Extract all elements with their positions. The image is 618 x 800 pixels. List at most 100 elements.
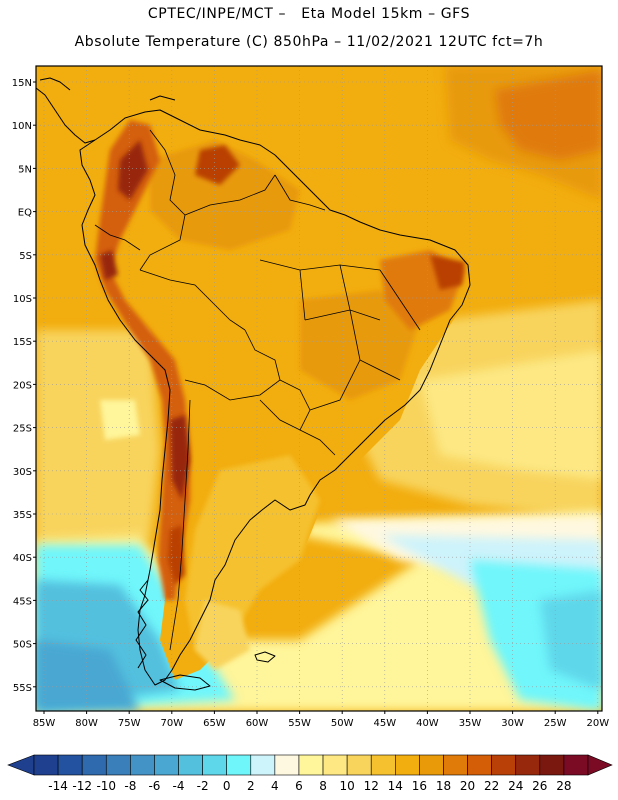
lat-label: 30S	[13, 467, 32, 478]
andes-colombia-core	[118, 140, 148, 200]
border-chile-argentina	[169, 399, 191, 651]
longitude-labels: 85W 80W 75W 70W 65W 60W 55W 50W 45W 40W 35W 30W 25W 2…	[33, 711, 609, 729]
border-ecuador-peru	[94, 224, 141, 251]
border-paraguay	[259, 379, 311, 431]
lon-label: 85W	[33, 718, 56, 729]
colorbar-cell	[467, 754, 492, 776]
border-brazil-states	[259, 259, 421, 411]
colorbar: -14 -12 -10 -8 -6 -4 -2 0 2 4 6 8 10 12 14 16 18 20 22 24 26…	[7, 754, 613, 793]
colorbar-cell	[515, 754, 541, 776]
colorbar-tick-label: 12	[364, 779, 379, 793]
colorbar-tick-label: 6	[295, 779, 303, 793]
border-colombia-venezuela	[149, 129, 186, 216]
coastlines	[36, 77, 471, 691]
lon-label: 55W	[288, 718, 311, 729]
colorbar-cell	[33, 754, 59, 776]
lon-label: 70W	[160, 718, 183, 729]
lat-label: 50S	[13, 640, 32, 651]
field-pacific-spot	[100, 400, 140, 440]
field-pacific-coldest	[36, 640, 140, 711]
colorbar-tick-label: 8	[319, 779, 327, 793]
colorbar-tick-label: 10	[339, 779, 354, 793]
colorbar-cell	[491, 754, 517, 776]
colorbar-cell	[154, 754, 179, 776]
coast-south-america	[79, 109, 471, 686]
colorbar-tick-label: 16	[412, 779, 427, 793]
colorbar-ticks: -14 -12 -10 -8 -6 -4 -2 0 2 4 6 8 10 12 14 16 18 20 22 24 26…	[48, 779, 571, 793]
colorbar-cells	[7, 754, 613, 776]
land-ne-hotspot	[430, 255, 465, 290]
colorbar-cell	[81, 754, 107, 776]
andes-chile-core	[170, 415, 190, 500]
colorbar-tick-label: -2	[197, 779, 209, 793]
colorbar-tick-label: -12	[72, 779, 92, 793]
lat-label: 10N	[12, 121, 32, 132]
colorbar-tick-label: 2	[247, 779, 255, 793]
temperature-field	[36, 66, 602, 711]
lon-label: 35W	[459, 718, 482, 729]
coast-central-america	[36, 87, 96, 144]
chart-title: CPTEC/INPE/MCT – Eta Model 15km – GFS	[147, 6, 471, 22]
colorbar-cell	[298, 754, 324, 776]
colorbar-cell	[226, 754, 252, 776]
andes-peru-core	[100, 250, 118, 280]
field-pacific	[36, 330, 160, 545]
colorbar-cell	[178, 754, 203, 776]
colorbar-tick-label: 22	[484, 779, 499, 793]
lon-label: 30W	[501, 718, 524, 729]
colorbar-under-arrow	[7, 754, 35, 776]
field-south-atlantic-2	[420, 350, 602, 480]
lat-label: 55S	[13, 683, 32, 694]
colorbar-tick-label: 0	[223, 779, 231, 793]
lon-label: 50W	[331, 718, 354, 729]
colorbar-tick-label: 18	[436, 779, 451, 793]
colorbar-cell	[202, 754, 227, 776]
land-amazon-north	[150, 140, 300, 250]
field-atlantic-hot	[495, 70, 602, 160]
colorbar-tick-label: -8	[124, 779, 136, 793]
lat-label: 25S	[13, 424, 32, 435]
colorbar-tick-label: 14	[388, 779, 403, 793]
colorbar-tick-label: 20	[460, 779, 475, 793]
colorbar-cell	[419, 754, 444, 776]
colorbar-cell	[346, 754, 372, 776]
lat-label: 15N	[12, 78, 32, 89]
lon-label: 25W	[544, 718, 567, 729]
lat-label: 10S	[13, 294, 32, 305]
border-bolivia	[184, 329, 281, 401]
colorbar-tick-label: 26	[532, 779, 547, 793]
border-colombia-brazil	[139, 214, 186, 271]
colorbar-cell	[395, 754, 420, 776]
lon-label: 20W	[586, 718, 609, 729]
lon-label: 60W	[246, 718, 269, 729]
colorbar-cell	[443, 754, 468, 776]
coast-chile-fjords	[135, 579, 149, 669]
border-peru-brazil	[139, 269, 246, 331]
border-guianas	[274, 174, 326, 211]
map-frame	[35, 65, 603, 712]
colorbar-cell	[57, 754, 83, 776]
land-central-brazil	[300, 290, 420, 400]
border-venezuela-brazil	[184, 174, 276, 216]
lat-label: 15S	[13, 337, 32, 348]
colorbar-tick-label: -6	[148, 779, 160, 793]
colorbar-cell	[322, 754, 348, 776]
colorbar-tick-label: 28	[556, 779, 571, 793]
lat-label: EQ	[18, 208, 32, 219]
lon-label: 65W	[203, 718, 226, 729]
colorbar-cell	[539, 754, 565, 776]
chart-subtitle: Absolute Temperature (C) 850hPa – 11/02/…	[74, 34, 544, 50]
coast-falklands	[254, 651, 276, 663]
colorbar-cell	[250, 754, 276, 776]
lon-label: 80W	[75, 718, 98, 729]
colorbar-cell	[105, 754, 131, 776]
colorbar-cell	[130, 754, 155, 776]
andes-ridge	[95, 120, 190, 600]
lon-label: 75W	[118, 718, 141, 729]
lon-label: 45W	[373, 718, 396, 729]
land-venezuela-hot	[195, 145, 240, 185]
lat-label: 5N	[18, 164, 32, 175]
coast-tierra-del-fuego	[159, 674, 211, 691]
colorbar-tick-label: 24	[508, 779, 523, 793]
colorbar-over-arrow	[587, 754, 613, 776]
